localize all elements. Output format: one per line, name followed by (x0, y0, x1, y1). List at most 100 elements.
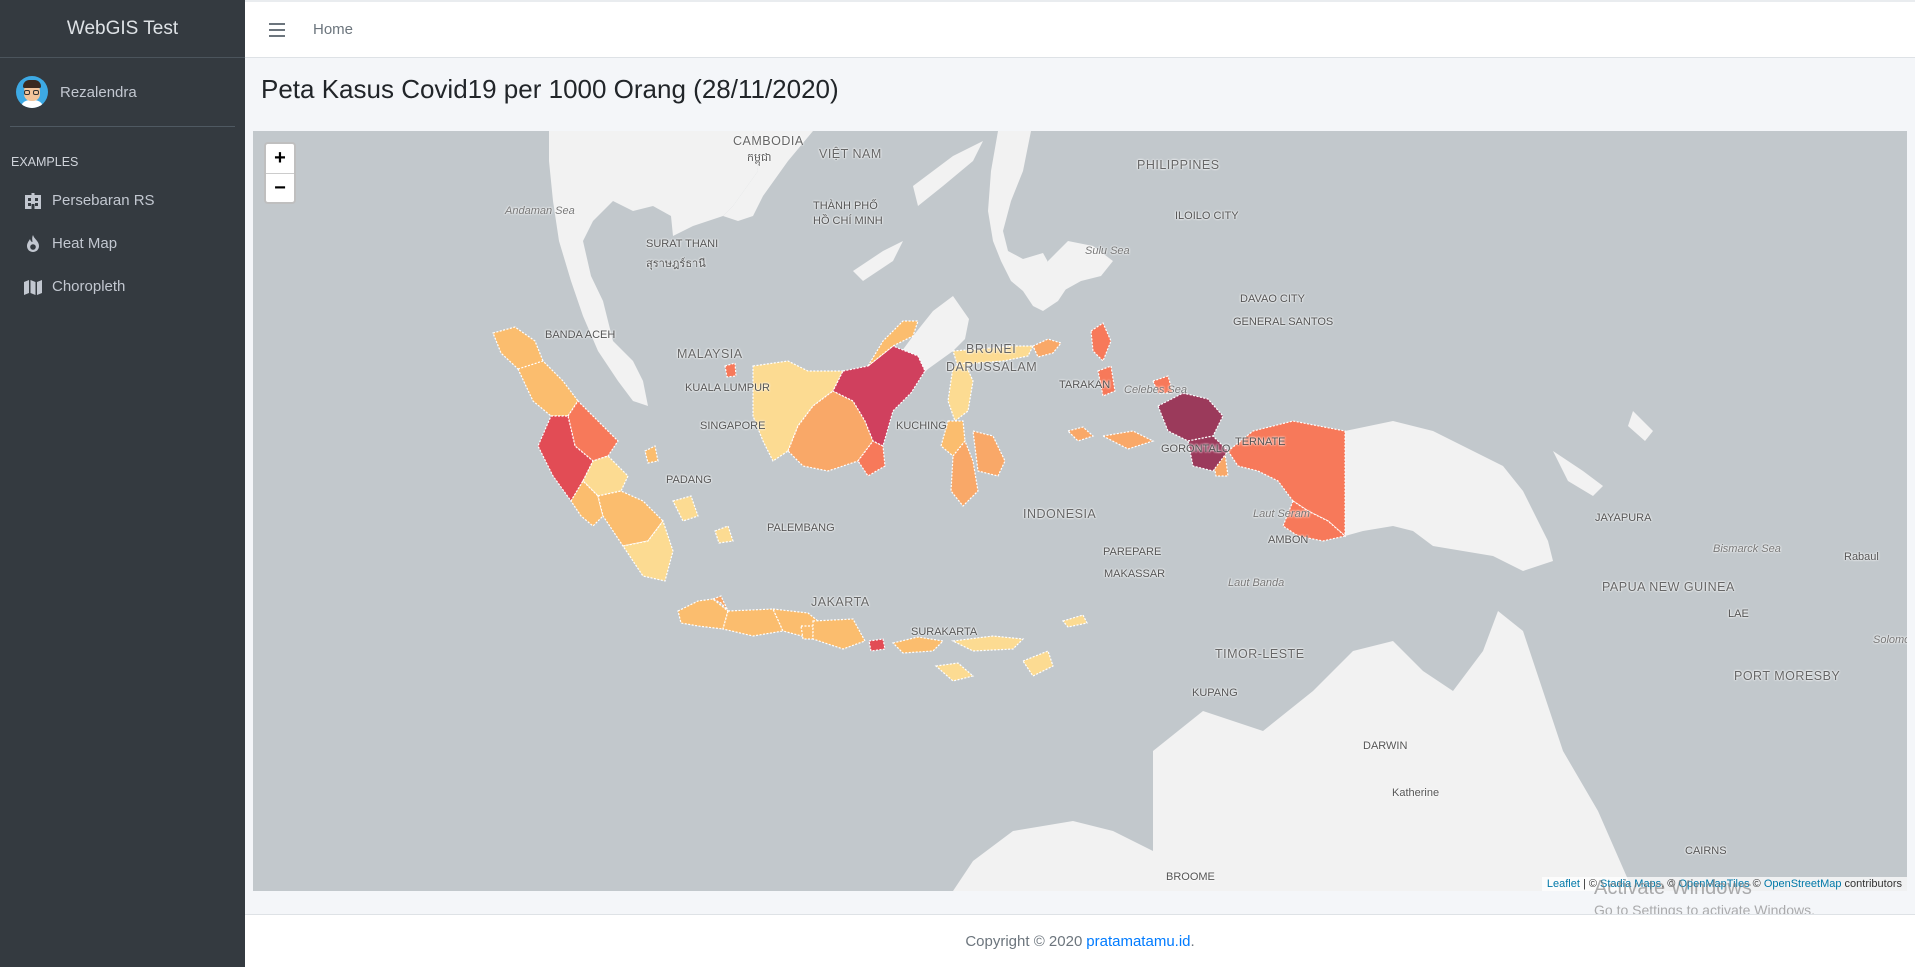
top-navbar: Home (245, 0, 1915, 58)
home-link[interactable]: Home (313, 21, 354, 38)
zoom-control: + − (264, 142, 296, 204)
map-label: CAIRNS (1685, 845, 1727, 857)
map-label: DARWIN (1363, 740, 1408, 752)
region-west-papua[interactable] (1157, 392, 1224, 442)
map-label: Solomon (1873, 634, 1907, 646)
openmaptiles-link[interactable]: OpenMapTiles (1678, 878, 1750, 890)
brand-text: WebGIS Test (66, 17, 179, 39)
region-bangka[interactable] (672, 495, 699, 522)
region-papua[interactable] (1227, 420, 1346, 538)
footer: Copyright © 2020 pratamatamu.id. (245, 914, 1915, 967)
footer-link[interactable]: pratamatamu.id (1086, 932, 1191, 950)
map-label: PORT MORESBY (1734, 669, 1841, 683)
map-label: GORONTALO (1161, 443, 1231, 455)
map-label: KUPANG (1192, 687, 1238, 699)
map-label: Rabaul (1844, 551, 1879, 563)
map-label: PAREPARE (1103, 546, 1162, 558)
region-southeast-sulawesi[interactable] (972, 430, 1006, 477)
region-lampung[interactable] (622, 519, 674, 582)
map-label: PHILIPPINES (1137, 158, 1220, 172)
region-north-kalimantan[interactable] (867, 320, 919, 367)
map-label: BROOME (1166, 871, 1215, 883)
map-label: ILOILO CITY (1175, 210, 1239, 222)
choropleth-map[interactable]: CAMBODIA កម្ពុជា VIỆT NAM PHILIPPINES An… (253, 131, 1907, 891)
sidebar-item-persebaran-rs[interactable]: Persebaran RS (0, 179, 245, 222)
region-yogyakarta[interactable] (800, 625, 814, 640)
map-label: Laut Seram (1253, 508, 1310, 520)
map-label: AMBON (1268, 534, 1309, 546)
map-label: BRUNEI (966, 342, 1017, 356)
map-label: JAYAPURA (1595, 512, 1652, 524)
map-label: PAPUA NEW GUINEA (1602, 580, 1735, 594)
zoom-out-button[interactable]: − (266, 173, 294, 202)
sidebar-item-label: Persebaran RS (52, 192, 155, 209)
sidebar-item-label: Heat Map (52, 235, 118, 252)
map-label: THÀNH PHỐ (813, 200, 878, 212)
region-east-java[interactable] (812, 618, 866, 650)
menu-toggle-icon[interactable] (269, 22, 285, 37)
copyright-text: Copyright © 2020 (965, 932, 1083, 950)
map-label: TARAKAN (1059, 379, 1111, 391)
map-canvas[interactable] (253, 131, 1907, 891)
zoom-in-button[interactable]: + (274, 147, 286, 169)
region-aceh[interactable] (492, 326, 544, 377)
map-label: MAKASSAR (1104, 568, 1166, 580)
region-north-maluku[interactable] (1090, 322, 1112, 363)
map-label: KUCHING (896, 420, 947, 432)
nav-header: Examples (11, 155, 79, 169)
region-bengkulu[interactable] (570, 480, 604, 527)
map-label: PALEMBANG (767, 522, 835, 534)
map-label: Katherine (1392, 787, 1440, 799)
map-icon (22, 278, 44, 296)
map-label: Sulu Sea (1085, 245, 1130, 257)
region-west-sumatra[interactable] (537, 415, 594, 503)
region-ntb[interactable] (891, 636, 945, 654)
map-label: MALAYSIA (677, 347, 743, 361)
map-label: VIỆT NAM (819, 147, 882, 161)
sidebar-item-label: Choropleth (52, 278, 126, 295)
leaflet-link[interactable]: Leaflet (1546, 878, 1580, 890)
region-north-sulawesi[interactable] (1032, 338, 1063, 358)
choropleth-regions (492, 320, 1347, 682)
region-central-sulawesi[interactable] (947, 362, 974, 422)
windows-watermark: Activate Windows Go to Settings to activ… (1594, 877, 1815, 918)
map-label: LAE (1728, 608, 1749, 620)
map-label: DAVAO CITY (1240, 293, 1305, 305)
map-attribution: Leaflet | © Stadia Maps, © OpenMapTiles … (1541, 877, 1907, 891)
region-bali[interactable] (868, 638, 886, 652)
user-panel: Rezalendra (10, 58, 235, 127)
user-name[interactable]: Rezalendra (60, 83, 137, 101)
map-label: SURAT THANI (646, 238, 719, 250)
map-label: Celebes Sea (1124, 384, 1187, 396)
region-maluku[interactable] (1066, 426, 1095, 442)
sidebar-item-heat-map[interactable]: Heat Map (0, 222, 245, 265)
region-south-kalimantan[interactable] (857, 440, 886, 477)
map-label: Bismarck Sea (1713, 543, 1781, 555)
osm-link[interactable]: OpenStreetMap (1763, 878, 1842, 890)
region-banten[interactable] (677, 598, 729, 630)
stadia-link[interactable]: Stadia Maps (1600, 878, 1662, 890)
region-ntt[interactable] (950, 635, 1025, 652)
basemap-land (549, 131, 1653, 891)
map-label: TERNATE (1235, 436, 1286, 448)
region-west-java[interactable] (722, 608, 784, 637)
hospital-icon (22, 192, 44, 210)
sidebar-item-choropleth[interactable]: Choropleth (0, 265, 245, 308)
page-title: Peta Kasus Covid19 per 1000 Orang (28/11… (261, 74, 839, 104)
map-label: SINGAPORE (700, 420, 766, 432)
region-south-sulawesi[interactable] (950, 439, 979, 507)
region-west-sulawesi[interactable] (940, 420, 966, 457)
map-label: SURAKARTA (911, 626, 978, 638)
map-label: JAKARTA (811, 595, 870, 609)
region-west-kalimantan[interactable] (752, 360, 844, 462)
map-label: GENERAL SANTOS (1233, 316, 1334, 328)
map-label: HỒ CHÍ MINH (813, 215, 883, 227)
map-label: TIMOR-LESTE (1215, 647, 1305, 661)
map-label: PADANG (666, 474, 712, 486)
avatar[interactable] (16, 76, 48, 108)
region-north-sumatra[interactable] (517, 360, 579, 417)
map-label: KUALA LUMPUR (685, 382, 770, 394)
map-label: สุราษฎร์ธานี (646, 258, 706, 270)
brand-link[interactable]: WebGIS Test (0, 0, 245, 58)
map-label: Andaman Sea (505, 205, 575, 217)
